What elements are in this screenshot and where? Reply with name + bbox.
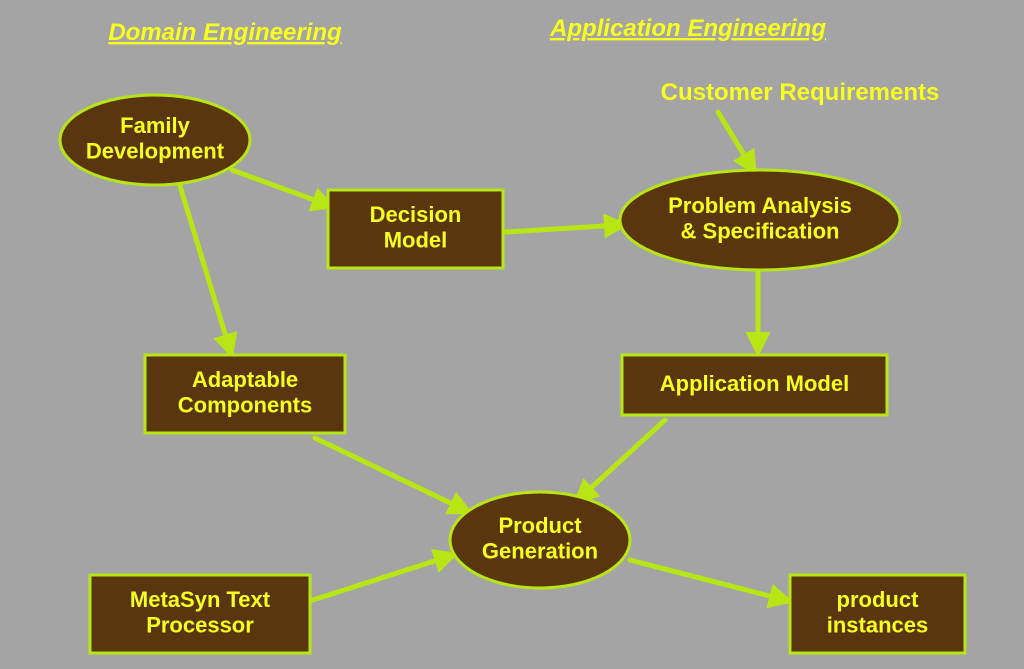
- node-label: Model: [384, 227, 448, 252]
- node-label: Components: [178, 392, 312, 417]
- node-metasyn: MetaSyn TextProcessor: [90, 575, 310, 653]
- label-l-custreq: Customer Requirements: [661, 79, 940, 106]
- node-application-model: Application Model: [622, 355, 887, 415]
- node-decision-model: DecisionModel: [328, 190, 503, 268]
- node-label: & Specification: [681, 218, 840, 243]
- node-label: Development: [86, 138, 225, 163]
- node-label: Family: [120, 113, 190, 138]
- node-product-instances: productinstances: [790, 575, 965, 653]
- node-label: Processor: [146, 612, 254, 637]
- node-family-dev: FamilyDevelopment: [60, 95, 250, 185]
- node-problem-analysis: Problem Analysis& Specification: [620, 170, 900, 270]
- node-label: Decision: [370, 202, 462, 227]
- node-label: instances: [827, 612, 929, 637]
- heading-h-application: Application Engineering: [549, 15, 826, 42]
- heading-h-domain: Domain Engineering: [108, 19, 342, 46]
- node-label: Generation: [482, 538, 598, 563]
- node-adaptable-components: AdaptableComponents: [145, 355, 345, 433]
- node-label: product: [837, 587, 920, 612]
- node-label: Product: [498, 513, 582, 538]
- node-label: MetaSyn Text: [130, 587, 271, 612]
- node-label: Application Model: [660, 371, 849, 396]
- node-label: Adaptable: [192, 367, 298, 392]
- node-label: Problem Analysis: [668, 193, 852, 218]
- node-product-generation: ProductGeneration: [450, 492, 630, 588]
